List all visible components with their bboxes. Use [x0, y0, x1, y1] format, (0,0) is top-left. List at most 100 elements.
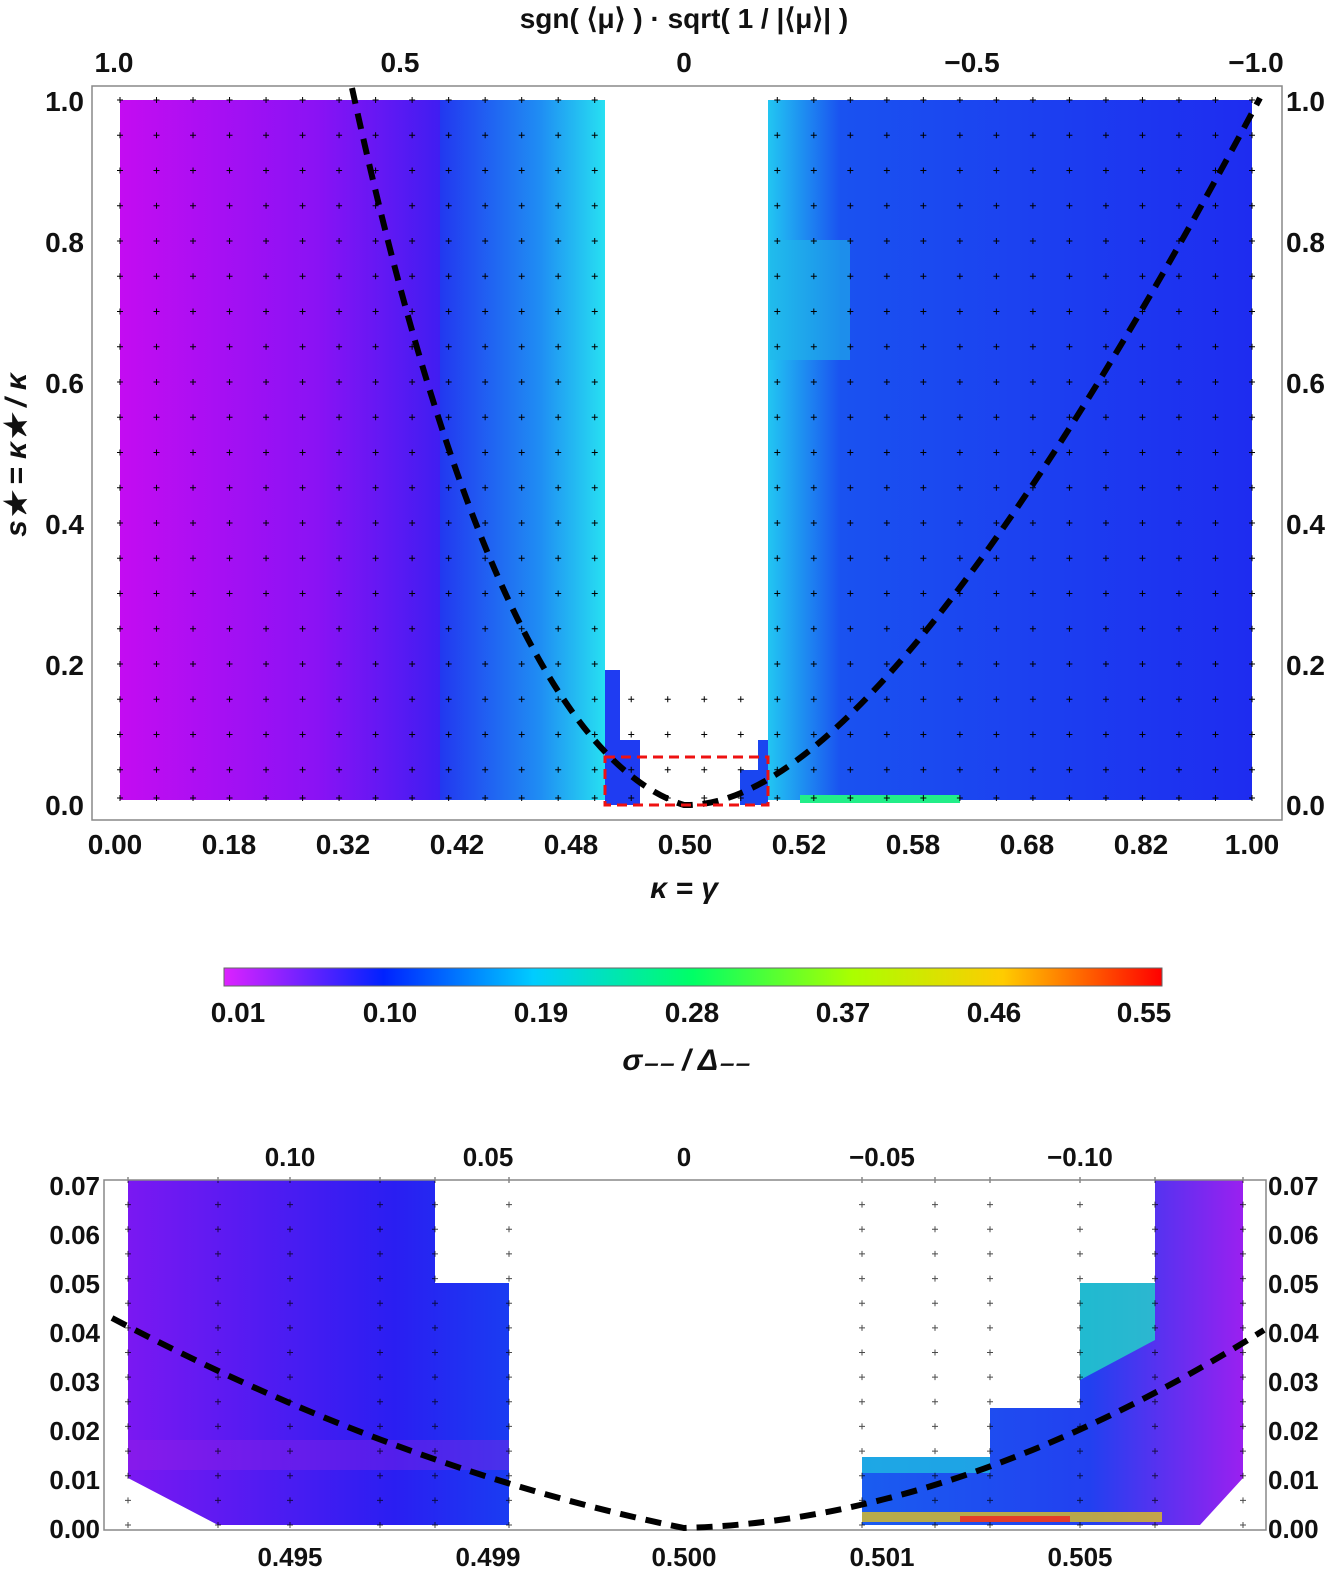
zoom-grid-marker [377, 1497, 383, 1504]
zoom-grid-marker [987, 1275, 993, 1282]
grid-marker [847, 696, 854, 703]
grid-marker [445, 202, 452, 209]
zoom-x-ticks: 0.495 0.499 0.500 0.501 0.505 [257, 1542, 1112, 1572]
zoom-grid-marker [1240, 1275, 1246, 1282]
grid-marker [372, 794, 379, 801]
grid-marker [1139, 379, 1146, 385]
grid-marker [1102, 555, 1109, 562]
zoom-grid-marker [506, 1423, 512, 1430]
grid-marker [1212, 132, 1219, 139]
grid-marker [336, 625, 343, 632]
x-tick-label: 0.50 [658, 829, 713, 860]
zoom-grid-marker [377, 1275, 383, 1282]
grid-marker [117, 590, 123, 597]
grid-marker [372, 766, 379, 773]
zoom-y-tick-label: 0.03 [49, 1367, 100, 1397]
heatmap-region-mid [440, 100, 605, 800]
zoom-grid-marker [506, 1374, 512, 1381]
grid-marker [1212, 625, 1219, 632]
grid-marker [1249, 766, 1255, 773]
zoom-top-tick-label: −0.05 [849, 1142, 915, 1172]
zoom-grid-marker [1240, 1423, 1246, 1430]
grid-marker [1139, 449, 1146, 456]
grid-marker [1102, 794, 1109, 801]
grid-marker [409, 449, 416, 456]
grid-marker [883, 766, 890, 773]
zoom-grid-marker [859, 1472, 865, 1479]
zoom-grid-marker [859, 1275, 865, 1282]
grid-marker [1212, 590, 1219, 597]
grid-marker [1066, 97, 1073, 103]
y-tick-label-right: 0.8 [1286, 227, 1325, 258]
grid-marker [190, 555, 197, 562]
zoom-grid-marker [215, 1300, 221, 1307]
grid-marker [336, 202, 343, 209]
y-tick-label: 0.2 [45, 650, 84, 681]
grid-marker [1066, 555, 1073, 562]
top-tick-label: −1.0 [1228, 47, 1283, 78]
grid-marker [591, 484, 598, 491]
grid-marker [336, 343, 343, 350]
zoom-x-tick-label: 0.505 [1047, 1542, 1112, 1572]
grid-marker [847, 661, 854, 667]
grid-marker [920, 343, 927, 350]
grid-marker [737, 766, 744, 773]
grid-marker [810, 625, 817, 632]
grid-marker [993, 273, 1000, 280]
zoom-grid-marker [987, 1497, 993, 1504]
grid-marker [190, 308, 197, 315]
grid-marker [372, 449, 379, 456]
zoom-grid-marker [1077, 1522, 1083, 1528]
grid-marker [299, 132, 306, 139]
grid-marker [117, 273, 123, 280]
grid-marker [153, 625, 160, 632]
grid-marker [336, 273, 343, 280]
grid-marker [628, 766, 635, 773]
grid-marker [518, 520, 525, 526]
grid-marker [117, 555, 123, 562]
grid-marker [810, 202, 817, 209]
grid-marker [1029, 167, 1036, 174]
grid-marker [117, 625, 123, 632]
grid-marker [482, 167, 489, 174]
grid-marker [1175, 343, 1182, 350]
main-plot-frame [91, 85, 1283, 821]
grid-marker [1102, 520, 1109, 526]
grid-marker [518, 202, 525, 209]
grid-marker [591, 202, 598, 209]
grid-marker [1029, 555, 1036, 562]
zoom-grid-marker [125, 1324, 131, 1331]
zoom-grid-marker [1077, 1201, 1083, 1208]
zoom-grid-marker [932, 1398, 938, 1405]
grid-marker [591, 794, 598, 801]
grid-marker [1249, 661, 1255, 667]
grid-marker [920, 414, 927, 421]
zoom-y-tick-label: 0.02 [49, 1416, 100, 1446]
zoom-grid-marker [859, 1226, 865, 1233]
main-y-ticks-right: 0.0 0.2 0.4 0.6 0.8 1.0 [1286, 86, 1325, 821]
grid-marker [956, 794, 963, 801]
zoom-grid-marker [287, 1201, 293, 1208]
grid-marker [701, 794, 708, 801]
grid-marker [409, 167, 416, 174]
zoom-y-tick-label-right: 0.03 [1268, 1367, 1319, 1397]
grid-marker [518, 766, 525, 773]
grid-marker [956, 449, 963, 456]
grid-marker [1175, 449, 1182, 456]
zoom-grid-marker [125, 1423, 131, 1430]
grid-marker [117, 766, 123, 773]
grid-marker [372, 97, 379, 103]
grid-marker [518, 343, 525, 350]
zoom-x-tick-label: 0.501 [849, 1542, 914, 1572]
grid-marker [1139, 97, 1146, 103]
grid-marker [1066, 661, 1073, 667]
zoom-grid-marker [1240, 1226, 1246, 1233]
grid-marker [445, 661, 452, 667]
heatmap-highlight-patch [770, 240, 850, 360]
zoom-grid-marker [1152, 1300, 1158, 1307]
grid-marker [591, 520, 598, 526]
grid-marker [153, 273, 160, 280]
grid-marker [299, 273, 306, 280]
grid-marker [226, 202, 233, 209]
grid-marker [299, 625, 306, 632]
